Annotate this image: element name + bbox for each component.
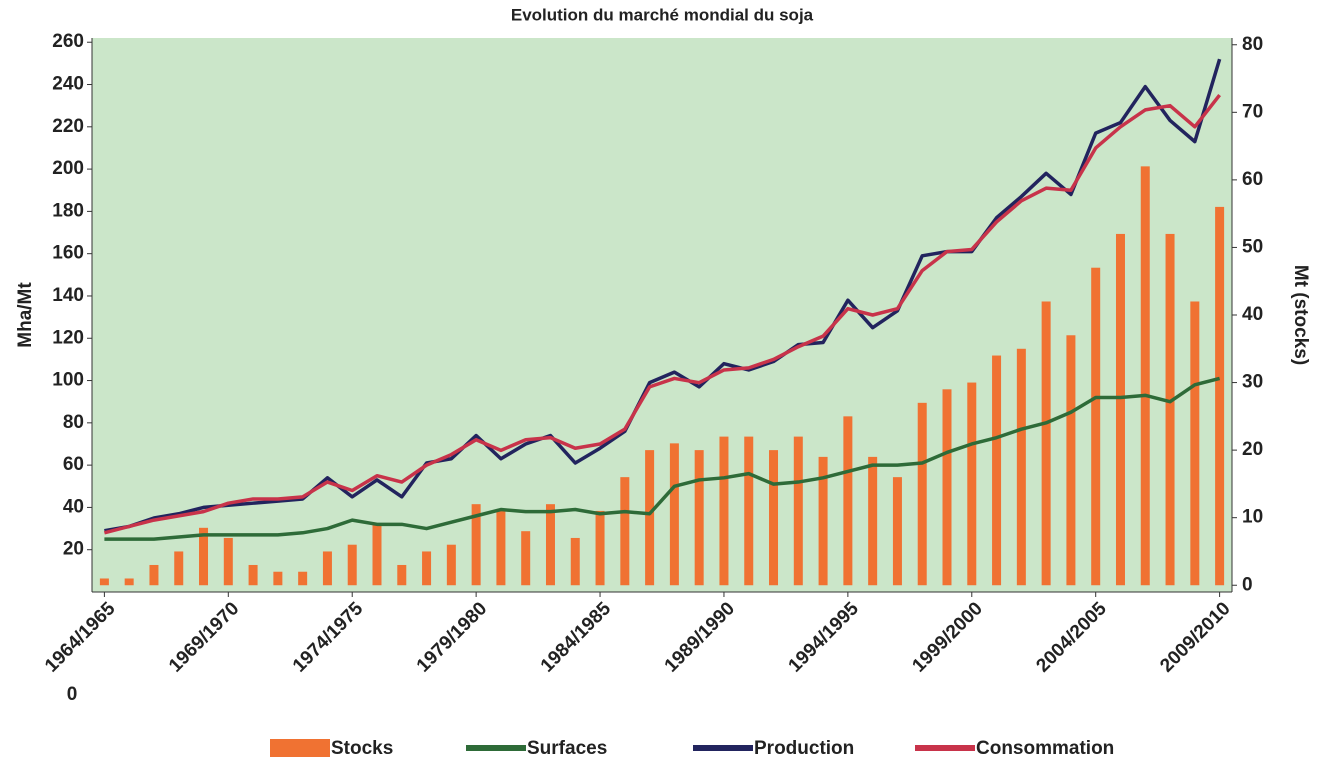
- bar: [124, 578, 134, 586]
- x-tick-label: 1989/1990: [661, 598, 739, 676]
- bar: [199, 527, 209, 586]
- bar: [892, 477, 902, 586]
- plot-background: [92, 38, 1232, 592]
- bar: [322, 551, 332, 586]
- bar: [545, 504, 555, 586]
- line: [103, 94, 1221, 535]
- bar: [1140, 166, 1150, 586]
- x-tick-label: 1999/2000: [908, 598, 986, 676]
- y-tick-label: 220: [52, 116, 84, 137]
- y-tick-label: 100: [52, 370, 84, 391]
- x-tick-label: 1969/1970: [165, 598, 243, 676]
- x-tick-label: 1964/1965: [41, 598, 120, 677]
- bar: [992, 355, 1002, 586]
- y-tick-label: 40: [63, 496, 84, 517]
- bar: [1066, 335, 1076, 586]
- line: [104, 376, 1221, 541]
- bar: [471, 504, 481, 586]
- chart-title: Evolution du marché mondial du soja: [511, 5, 814, 24]
- y-tick-label: 20: [63, 539, 84, 560]
- x-tick-label: 2004/2005: [1032, 598, 1111, 677]
- bar: [1215, 206, 1225, 586]
- bar: [868, 456, 878, 586]
- y2-tick-label: 80: [1242, 34, 1263, 55]
- x-tick-label: 1974/1975: [289, 598, 368, 677]
- bar: [298, 571, 308, 586]
- y2-tick-label: 70: [1242, 101, 1263, 122]
- legend-item: Consommation: [915, 738, 1114, 759]
- bar: [694, 450, 704, 586]
- y-tick-label: 200: [52, 158, 84, 179]
- bar: [248, 564, 258, 586]
- x-tick-label: 1994/1995: [785, 598, 864, 677]
- bar: [1190, 301, 1200, 586]
- y2-tick-label: 40: [1242, 304, 1263, 325]
- bar: [273, 571, 283, 586]
- y-tick-label: 120: [52, 327, 84, 348]
- legend-item: Production: [693, 738, 854, 759]
- bar: [347, 544, 357, 586]
- bar: [446, 544, 456, 586]
- legend-label: Consommation: [976, 738, 1114, 759]
- bar: [570, 537, 580, 586]
- legend-item: Stocks: [270, 738, 393, 759]
- y-tick-label: 140: [52, 285, 84, 306]
- bar: [942, 389, 952, 586]
- bar: [1016, 348, 1026, 586]
- bar: [397, 564, 407, 586]
- y2-tick-label: 50: [1242, 236, 1263, 257]
- bar: [149, 564, 159, 586]
- bar: [669, 443, 679, 586]
- y2-tick-label: 10: [1242, 507, 1263, 528]
- bar: [843, 416, 853, 586]
- bar: [99, 578, 109, 586]
- annotation: 0: [67, 684, 78, 705]
- y2-tick-label: 30: [1242, 372, 1263, 393]
- bar: [645, 450, 655, 586]
- legend-swatch: [466, 745, 526, 751]
- y2-tick-label: 60: [1242, 169, 1263, 190]
- bar: [223, 537, 233, 586]
- y-tick-label: 240: [52, 74, 84, 95]
- x-tick-label: 2009/2010: [1156, 598, 1234, 676]
- bar: [174, 551, 184, 586]
- bar: [967, 382, 977, 586]
- line: [104, 58, 1222, 533]
- legend-swatch: [693, 745, 753, 751]
- legend-swatch: [270, 739, 330, 757]
- bar: [372, 524, 382, 586]
- bar: [769, 450, 779, 586]
- y2-axis-title: Mt (stocks): [1290, 265, 1311, 365]
- legend-label: Stocks: [331, 738, 393, 759]
- legend-swatch: [915, 745, 975, 751]
- legend-label: Surfaces: [527, 738, 607, 759]
- bar: [620, 477, 630, 586]
- y-tick-label: 160: [52, 243, 84, 264]
- bar: [521, 531, 531, 586]
- x-tick-label: 1979/1980: [413, 598, 491, 676]
- bar: [496, 510, 506, 586]
- legend-item: Surfaces: [466, 738, 607, 759]
- y-tick-label: 80: [63, 412, 84, 433]
- bar: [719, 436, 729, 586]
- y2-tick-label: 20: [1242, 439, 1263, 460]
- bar: [595, 510, 605, 586]
- y-tick-label: 180: [52, 200, 84, 221]
- bar: [744, 436, 754, 586]
- y-axis-title: Mha/Mt: [15, 282, 36, 348]
- bar: [1165, 233, 1175, 586]
- bar: [1115, 233, 1125, 586]
- bar: [818, 456, 828, 586]
- y-tick-label: 260: [52, 31, 84, 52]
- y-tick-label: 60: [63, 454, 84, 475]
- legend-label: Production: [754, 738, 854, 759]
- y2-tick-label: 0: [1242, 574, 1253, 595]
- x-tick-label: 1984/1985: [537, 598, 616, 677]
- bar: [917, 402, 927, 586]
- bar: [1091, 267, 1101, 586]
- bar: [422, 551, 432, 586]
- bar: [1041, 301, 1051, 586]
- bar: [793, 436, 803, 586]
